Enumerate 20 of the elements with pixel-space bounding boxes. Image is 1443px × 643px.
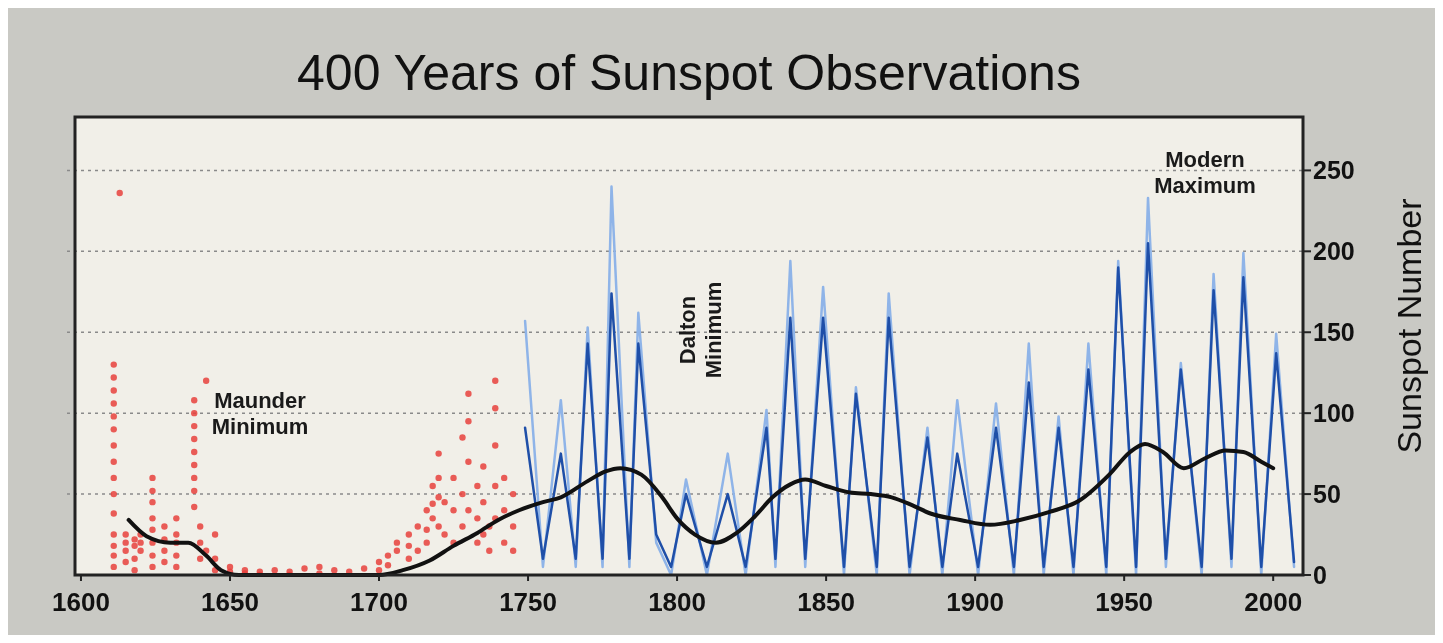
x-tick-label: 1750 [499, 587, 557, 617]
y-tick-label: 0 [1313, 561, 1327, 589]
chart-title: 400 Years of Sunspot Observations [297, 45, 1081, 101]
annotation: Modern Maximum [1154, 147, 1256, 198]
x-tick-label: 1700 [350, 587, 408, 617]
y-tick-label: 250 [1313, 156, 1355, 185]
y-tick-label: 100 [1313, 399, 1355, 428]
x-tick-label: 1600 [52, 587, 110, 617]
x-tick-label: 1900 [946, 587, 1005, 617]
y-tick-label: 150 [1313, 318, 1355, 347]
x-tick-label: 1650 [201, 587, 259, 617]
y-tick-label: 50 [1313, 480, 1341, 509]
x-tick-label: 1800 [648, 587, 706, 617]
y-tick-label: 200 [1313, 237, 1355, 266]
x-tick-label: 1950 [1095, 587, 1154, 617]
annotation: Dalton Minimum [675, 281, 726, 379]
annotation: Maunder Minimum [211, 388, 309, 439]
y-axis-title: Sunspot Number [1390, 198, 1428, 454]
x-tick-label: 1850 [797, 587, 856, 617]
x-tick-label: 2000 [1244, 587, 1303, 617]
